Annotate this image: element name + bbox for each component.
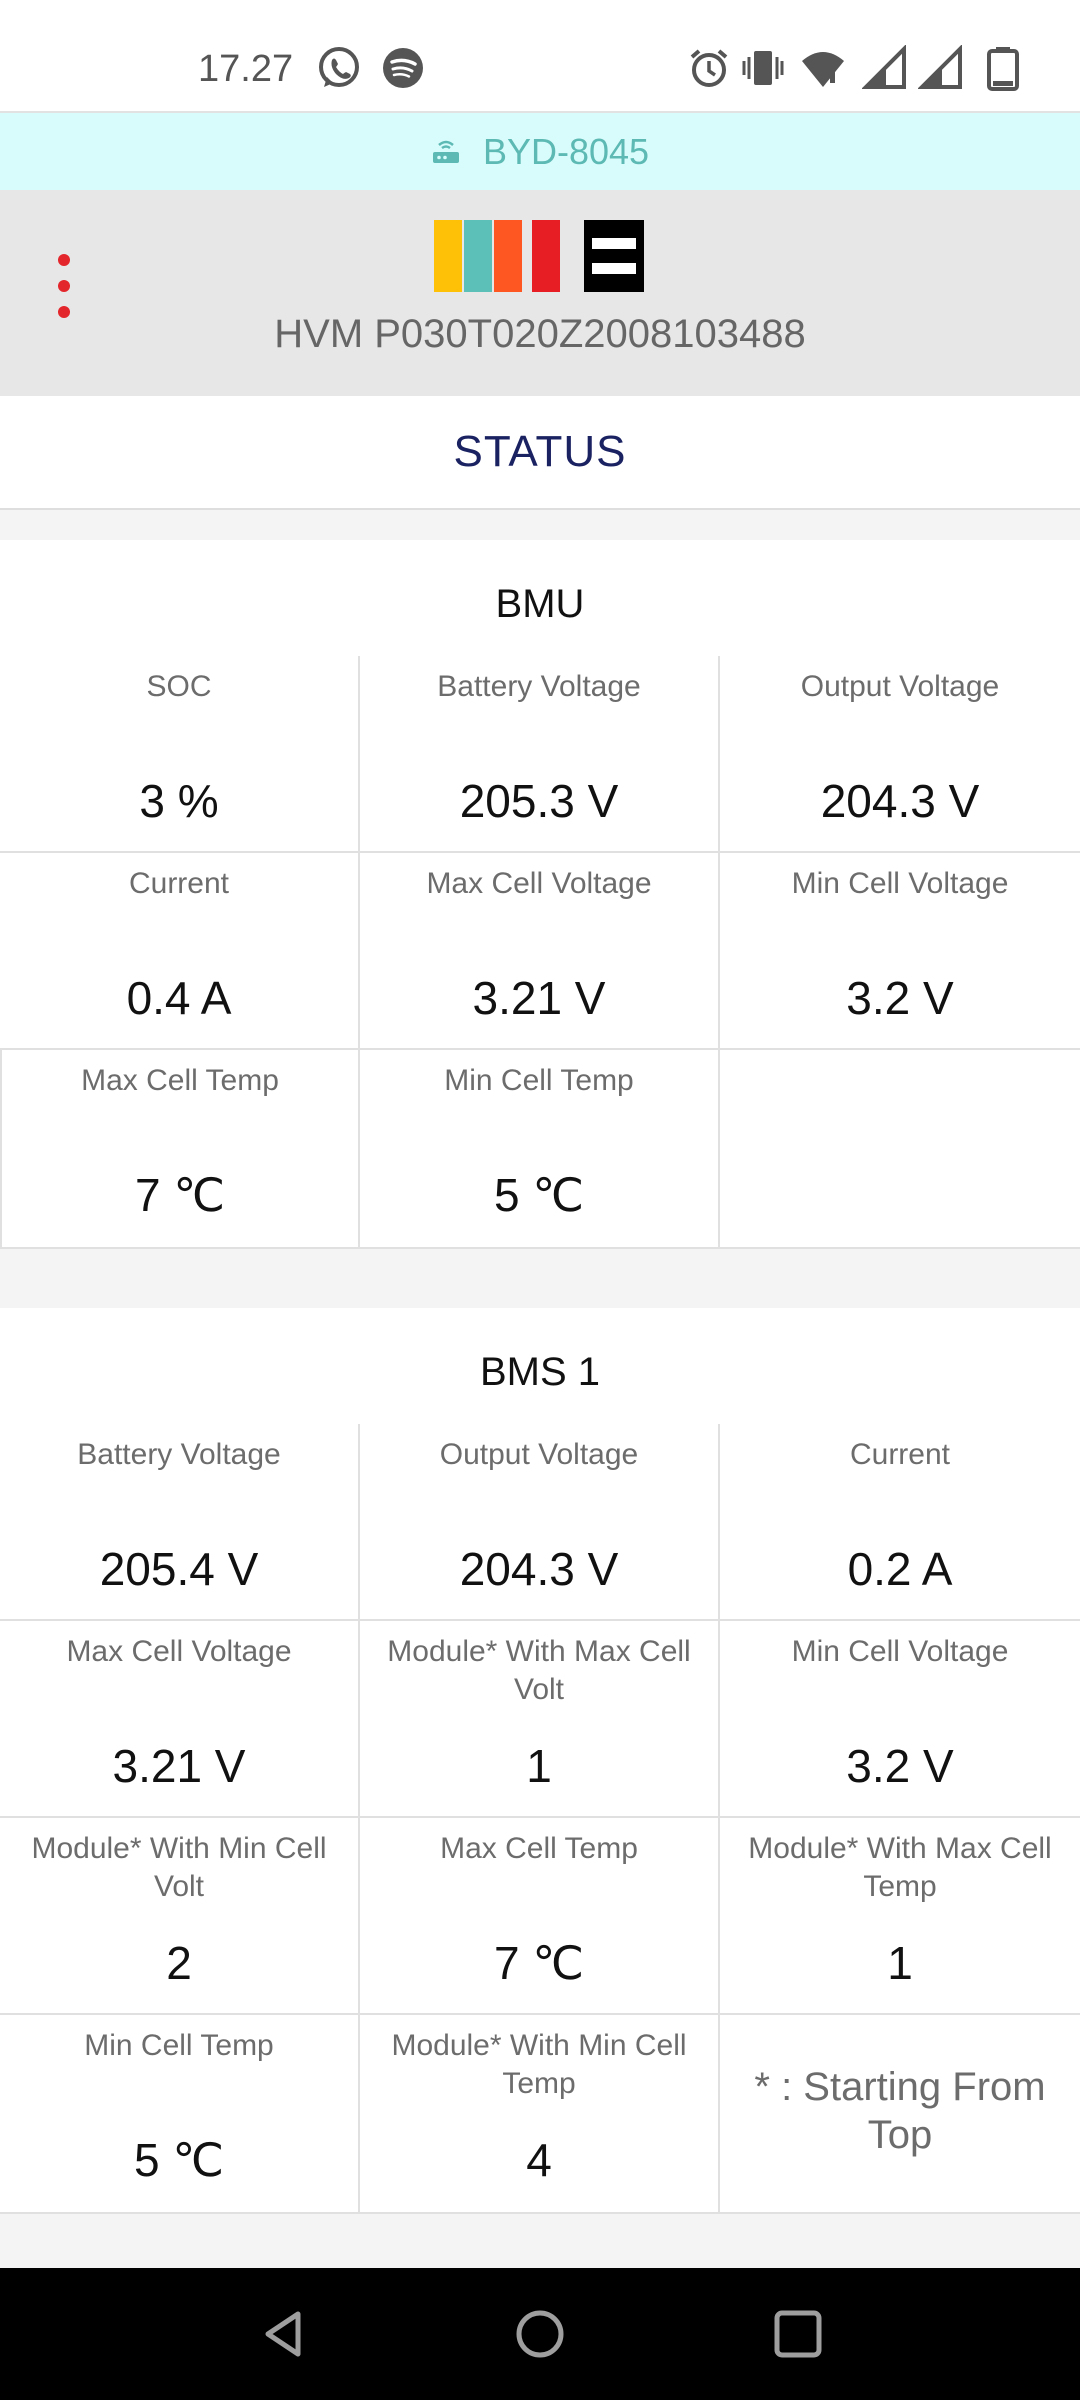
cell-label: Module* With Min Cell Volt: [31, 1832, 327, 1903]
bms1-battery-voltage: Battery Voltage 205.4 V: [0, 1424, 360, 1621]
cell-value: 204.3 V: [459, 1543, 619, 1595]
bms1-module-min-cell-temp: Module* With Min Cell Temp 4: [360, 2015, 720, 2212]
bmu-output-voltage: Output Voltage 204.3 V: [720, 656, 1080, 853]
bmu-soc: SOC 3 %: [0, 656, 360, 853]
spotify-icon: [383, 48, 423, 88]
cell-label: SOC: [146, 670, 212, 703]
bmu-grid: SOC 3 % Battery Voltage 205.3 V Output V…: [0, 656, 1080, 1247]
cell-value: 204.3 V: [820, 775, 980, 827]
connected-network-banner: BYD-8045: [0, 113, 1080, 190]
bms1-min-cell-voltage: Min Cell Voltage 3.2 V: [720, 1621, 1080, 1818]
bmu-card: BMU SOC 3 % Battery Voltage 205.3 V Outp…: [0, 540, 1080, 1249]
cell-label: Min Cell Voltage: [791, 867, 1009, 900]
cell-value: 205.3 V: [459, 775, 619, 827]
battery-icon: [987, 47, 1019, 91]
bms1-min-cell-temp: Min Cell Temp 5 ℃: [0, 2015, 360, 2212]
cell-value: 5 ℃: [133, 2134, 225, 2186]
router-icon: [432, 140, 459, 163]
cell-label: Battery Voltage: [77, 1438, 281, 1471]
bmu-empty-cell: [720, 1050, 1080, 1247]
cell-label: Current: [128, 867, 230, 900]
cell-value: 3.21 V: [112, 1740, 246, 1792]
cell-value: 1: [887, 1937, 913, 1989]
cell-value: 5 ℃: [493, 1169, 585, 1221]
bmu-current: Current 0.4 A: [0, 853, 360, 1050]
bmu-min-cell-voltage: Min Cell Voltage 3.2 V: [720, 853, 1080, 1050]
cell-value: 3.21 V: [472, 972, 606, 1024]
byd-logo: [434, 220, 644, 292]
cell-value: 1: [526, 1740, 552, 1792]
cell-value: 3.2 V: [846, 972, 954, 1024]
clock: 17.27: [198, 48, 294, 90]
cell-label: Max Cell Voltage: [66, 1635, 292, 1668]
cell-label: Battery Voltage: [437, 670, 641, 703]
bms1-card: BMS 1 Battery Voltage 205.4 V Output Vol…: [0, 1308, 1080, 2214]
bms1-current: Current 0.2 A: [720, 1424, 1080, 1621]
cell-label: Max Cell Temp: [81, 1064, 279, 1097]
bmu-battery-voltage: Battery Voltage 205.3 V: [360, 656, 720, 853]
cell-label: Module* With Max Cell Volt: [387, 1635, 691, 1706]
bms1-output-voltage: Output Voltage 204.3 V: [360, 1424, 720, 1621]
navigation-bar: [0, 2268, 1080, 2400]
cell-value: 7 ℃: [134, 1169, 226, 1221]
cell-label: Module* With Max Cell Temp: [748, 1832, 1052, 1903]
bmu-title: BMU: [495, 581, 585, 626]
bms1-module-min-cell-volt: Module* With Min Cell Volt 2: [0, 1818, 360, 2015]
cell-label: Min Cell Temp: [444, 1064, 634, 1097]
vibrate-icon: [742, 51, 784, 85]
cell-value: 205.4 V: [99, 1543, 259, 1595]
cell-value: 0.2 A: [847, 1543, 953, 1595]
wifi-icon: [802, 52, 844, 87]
cell-label: Output Voltage: [439, 1438, 639, 1471]
cell-label: Min Cell Temp: [84, 2029, 274, 2062]
status-bar: 17.27: [0, 0, 1080, 113]
bms1-module-max-cell-temp: Module* With Max Cell Temp 1: [720, 1818, 1080, 2015]
cell-value: 0.4 A: [126, 972, 232, 1024]
device-serial: HVM P030T020Z2008103488: [274, 312, 806, 356]
signal-icon: [918, 45, 962, 89]
cell-label: Module* With Min Cell Temp: [391, 2029, 687, 2100]
app-header: HVM P030T020Z2008103488: [0, 190, 1080, 396]
cell-label: Max Cell Voltage: [426, 867, 652, 900]
cell-value: 3.2 V: [846, 1740, 954, 1792]
bms1-max-cell-voltage: Max Cell Voltage 3.21 V: [0, 1621, 360, 1818]
cell-value: 7 ℃: [493, 1937, 585, 1989]
bmu-min-cell-temp: Min Cell Temp 5 ℃: [360, 1050, 720, 1247]
cell-label: Output Voltage: [800, 670, 1000, 703]
recents-icon[interactable]: [770, 2306, 826, 2362]
bms1-grid: Battery Voltage 205.4 V Output Voltage 2…: [0, 1424, 1080, 2212]
home-icon[interactable]: [512, 2306, 568, 2362]
bms1-footnote-cell: * : Starting From Top: [720, 2015, 1080, 2212]
signal-icon: [862, 45, 906, 89]
footnote: * : Starting From Top: [754, 2065, 1046, 2157]
cell-value: 4: [526, 2134, 552, 2186]
whatsapp-icon: [319, 47, 359, 87]
alarm-icon: [690, 49, 728, 87]
cell-label: Min Cell Voltage: [791, 1635, 1009, 1668]
network-name: BYD-8045: [482, 130, 650, 172]
bmu-max-cell-voltage: Max Cell Voltage 3.21 V: [360, 853, 720, 1050]
bmu-max-cell-temp: Max Cell Temp 7 ℃: [0, 1050, 360, 1247]
cell-value: 3 %: [139, 775, 219, 827]
cell-value: 2: [166, 1937, 192, 1989]
back-icon[interactable]: [256, 2306, 312, 2362]
cell-label: Max Cell Temp: [440, 1832, 638, 1865]
cell-label: Current: [849, 1438, 951, 1471]
bms1-max-cell-temp: Max Cell Temp 7 ℃: [360, 1818, 720, 2015]
bms1-module-max-cell-volt: Module* With Max Cell Volt 1: [360, 1621, 720, 1818]
menu-dots-icon[interactable]: [52, 252, 78, 322]
page-title: STATUS: [0, 396, 1080, 510]
bms1-title: BMS 1: [479, 1349, 601, 1394]
